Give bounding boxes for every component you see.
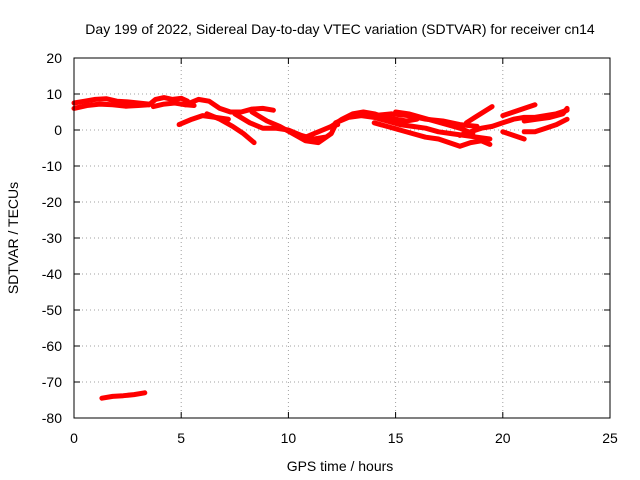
x-axis-label: GPS time / hours — [287, 458, 394, 474]
series-arc-15 — [393, 109, 476, 137]
y-tick-label: -20 — [42, 194, 62, 210]
y-tick-label: -80 — [42, 410, 62, 426]
series-arc-22 — [521, 105, 570, 124]
series-arc-3 — [146, 95, 191, 108]
series-arc-2 — [71, 101, 152, 111]
x-tick-label: 15 — [388, 430, 404, 446]
y-axis-label: SDTVAR / TECUs — [5, 182, 21, 294]
series-arc-13 — [371, 120, 493, 149]
y-tick-label: -10 — [42, 158, 62, 174]
y-tick-label: -70 — [42, 374, 62, 390]
y-tick-label: 20 — [46, 50, 62, 66]
x-tick-labels: 0 5 10 15 20 25 — [70, 430, 618, 446]
series-arc-20 — [500, 129, 527, 142]
axis-ticks — [73, 57, 611, 419]
series-arc-19 — [500, 102, 538, 119]
series-arc-21 — [521, 116, 570, 135]
y-tick-label: -30 — [42, 230, 62, 246]
x-tick-label: 25 — [602, 430, 618, 446]
series-arc-16 — [463, 104, 495, 126]
series-arc-5 — [183, 96, 276, 115]
series-arc-1 — [71, 96, 152, 107]
series-arc-9 — [249, 109, 339, 146]
x-tick-label: 0 — [70, 430, 78, 446]
data-series — [71, 95, 570, 401]
y-tick-label: -40 — [42, 266, 62, 282]
series-arc-17 — [457, 123, 495, 138]
x-tick-label: 10 — [281, 430, 297, 446]
series-arc-23 — [99, 390, 148, 401]
x-tick-label: 5 — [177, 430, 185, 446]
y-tick-label: -50 — [42, 302, 62, 318]
grid-lines — [74, 58, 610, 418]
y-tick-label: 0 — [54, 122, 62, 138]
chart-title: Day 199 of 2022, Sidereal Day-to-day VTE… — [85, 21, 595, 37]
y-tick-label: 10 — [46, 86, 62, 102]
y-tick-label: -60 — [42, 338, 62, 354]
x-tick-label: 20 — [495, 430, 511, 446]
series-arc-7 — [204, 111, 257, 146]
y-tick-labels: 20 10 0 -10 -20 -30 -40 -50 -60 -70 -80 — [42, 50, 62, 426]
